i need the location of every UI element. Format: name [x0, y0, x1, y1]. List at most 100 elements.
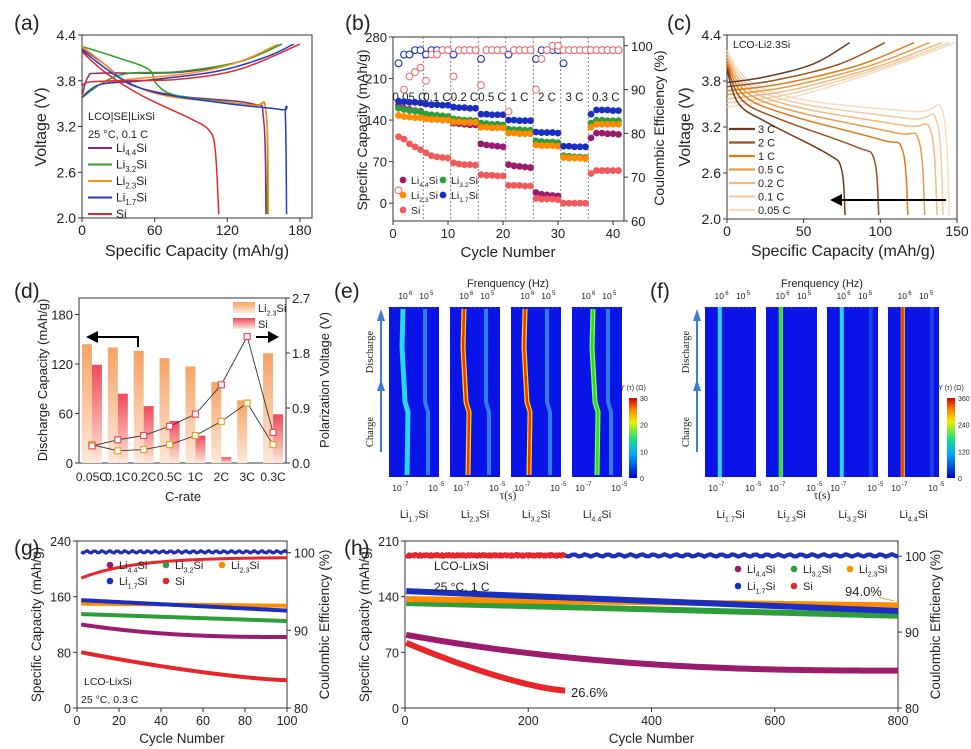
rate-label: 2 C	[538, 92, 556, 104]
capacity-point	[422, 149, 430, 157]
x-tick-label: 0	[78, 222, 86, 238]
ce-point	[405, 72, 414, 81]
sample-label: Li2.3Si	[777, 509, 805, 523]
bottom-axis-title: τ(s)	[814, 490, 831, 502]
capacity-point	[615, 120, 622, 128]
capacity-point	[444, 154, 452, 162]
bar-Si	[273, 414, 284, 463]
panel-label: (d)	[14, 280, 40, 303]
x-tick-label: 30	[551, 226, 565, 241]
top-tick-exp: 6	[786, 291, 790, 297]
top-tick-label: 10	[459, 291, 469, 301]
x-tick-label: 0.3C	[260, 470, 286, 484]
colorbar-title: Y (τ) (Ω)	[938, 385, 964, 392]
text-part: Si	[822, 564, 832, 576]
series-0.2 C	[726, 41, 942, 216]
legend-marker	[162, 561, 170, 569]
capacity-point	[598, 129, 606, 137]
text-part: Si	[194, 560, 204, 572]
y-tick-label: 140	[365, 113, 387, 128]
y2-tick-label: 90	[905, 626, 919, 640]
secondary-peak	[484, 309, 491, 475]
text-part: Si	[429, 175, 438, 187]
legend-label: Si	[411, 205, 420, 217]
heatmap-background	[389, 307, 439, 477]
bottom-tick-exp: -7	[902, 482, 908, 488]
bottom-tick-label: 10	[867, 483, 877, 493]
capacity-point	[598, 167, 606, 174]
trend-arrow-head	[830, 194, 842, 206]
y2-tick-label: 60	[631, 214, 645, 229]
capacity-point	[483, 141, 490, 149]
capacity-point	[499, 124, 507, 132]
x-tick-label: 0	[723, 223, 731, 239]
sample-label: Li4.4Si	[583, 509, 611, 523]
capacity-band	[80, 650, 288, 683]
subscript: 3.2	[530, 515, 540, 523]
top-tick-exp: 6	[470, 291, 474, 297]
top-tick-exp: 5	[747, 291, 751, 297]
y2-axis-title: Coulombic Efficiency (%)	[651, 50, 667, 205]
bar-Li2.3Si	[263, 353, 274, 463]
capacity-point	[433, 116, 441, 123]
charge-curve	[726, 42, 851, 84]
capacity-band	[81, 612, 288, 624]
series-Li1.7Si	[81, 43, 295, 215]
capacity-point	[461, 161, 468, 169]
capacity-point	[560, 154, 567, 161]
capacity-point	[510, 129, 518, 137]
x-tick-label: 0.2C	[131, 470, 157, 484]
ce-point	[537, 54, 546, 63]
capacity-point	[532, 141, 540, 149]
charge-curve	[726, 41, 956, 108]
bottom-tick-exp: -5	[622, 482, 628, 488]
top-tick-exp: 5	[808, 291, 812, 297]
x-tick-label: 200	[518, 714, 539, 728]
x-tick-label: 3C	[240, 470, 256, 484]
capacity-point	[395, 104, 402, 112]
plot-frame	[392, 36, 625, 222]
relaxation-peak	[718, 307, 721, 477]
subscript: 4.4	[419, 182, 429, 189]
text-part: Li	[411, 190, 419, 202]
capacity-point	[510, 181, 518, 189]
legend-label: Li2.3Si	[116, 174, 147, 191]
text-part: Si	[766, 581, 776, 593]
subscript: 4.4	[591, 515, 601, 523]
capacity-point	[477, 140, 485, 148]
bottom-tick-exp: -7	[719, 482, 725, 488]
legend-label: Li3.2Si	[451, 175, 478, 189]
capacity-point	[505, 181, 512, 189]
capacity-point	[571, 199, 578, 207]
discharge-curve	[81, 51, 220, 215]
polarization-point	[165, 422, 174, 430]
capacity-point	[587, 170, 595, 177]
panel-label: (g)	[14, 537, 40, 560]
discharge-curve	[726, 59, 926, 216]
polarization-point	[217, 381, 225, 389]
bottom-tick-label: 10	[514, 483, 524, 493]
panel-a: (a) 0 60 120 180 2.0 2.6 3.2 3.8 4.4 Specific Capa…	[14, 12, 313, 260]
capacity-point	[455, 118, 463, 126]
top-axis-title: Frenquency (Hz)	[781, 278, 863, 290]
rate-label: 0.5 C	[478, 92, 506, 104]
top-tick-exp: 6	[531, 291, 535, 297]
ce-point	[477, 54, 485, 63]
subscript: 2.3	[419, 197, 429, 204]
y2-tick-label: 80	[905, 702, 919, 716]
capacity-point	[422, 115, 430, 123]
capacity-point	[560, 142, 567, 150]
x-tick-label: 60	[147, 222, 163, 238]
annotation-condition: 25 °C, 0.1 C	[88, 129, 148, 141]
polarization-point	[114, 447, 122, 455]
subscript: 3.2	[812, 570, 822, 578]
capacity-point	[439, 116, 446, 124]
top-tick-exp: 6	[409, 291, 413, 297]
capacity-point	[521, 182, 529, 190]
series-Si	[80, 556, 288, 683]
top-tick-exp: 6	[592, 291, 596, 297]
charge-curve	[726, 41, 915, 92]
text-part: Li	[411, 175, 419, 187]
legend-marker	[734, 582, 742, 590]
